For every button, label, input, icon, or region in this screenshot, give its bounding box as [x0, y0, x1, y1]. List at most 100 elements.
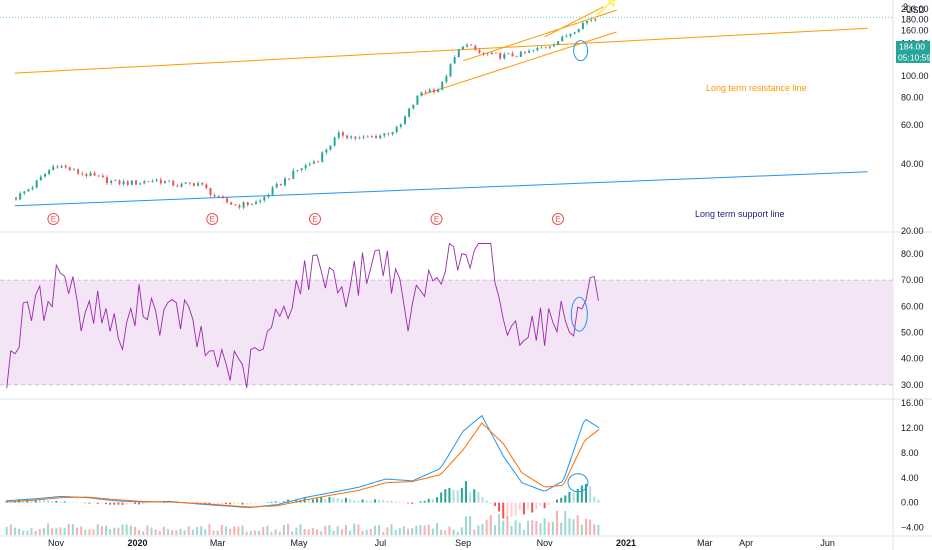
- candle[interactable]: [118, 180, 121, 185]
- candle[interactable]: [581, 22, 584, 30]
- candle[interactable]: [366, 136, 369, 138]
- candle[interactable]: [594, 18, 597, 21]
- candle[interactable]: [192, 183, 195, 186]
- candle[interactable]: [267, 194, 270, 198]
- candle[interactable]: [283, 178, 286, 186]
- candle[interactable]: [85, 174, 88, 177]
- candle[interactable]: [511, 53, 514, 57]
- candle[interactable]: [474, 45, 477, 51]
- candle[interactable]: [519, 51, 522, 57]
- candle[interactable]: [528, 50, 531, 53]
- candle[interactable]: [424, 92, 427, 94]
- candle[interactable]: [412, 104, 415, 109]
- candle[interactable]: [60, 165, 63, 168]
- candle[interactable]: [275, 183, 278, 188]
- candle[interactable]: [432, 89, 435, 93]
- candle[interactable]: [478, 50, 481, 53]
- candle[interactable]: [503, 54, 506, 59]
- candle[interactable]: [221, 196, 224, 199]
- candle[interactable]: [246, 202, 249, 206]
- candle[interactable]: [552, 44, 555, 47]
- macd-pane[interactable]: [5, 414, 600, 535]
- candle[interactable]: [441, 81, 444, 90]
- candle[interactable]: [325, 149, 328, 153]
- candle[interactable]: [482, 52, 485, 54]
- candle[interactable]: [457, 49, 460, 58]
- candle[interactable]: [52, 166, 55, 171]
- candle[interactable]: [590, 20, 593, 22]
- candle[interactable]: [110, 180, 113, 184]
- candle[interactable]: [565, 36, 568, 38]
- candle[interactable]: [490, 52, 493, 55]
- candle[interactable]: [97, 175, 100, 177]
- candle[interactable]: [391, 132, 394, 135]
- candle[interactable]: [143, 181, 146, 184]
- candle[interactable]: [395, 126, 398, 133]
- candle[interactable]: [259, 200, 262, 202]
- candle[interactable]: [205, 184, 208, 189]
- candle[interactable]: [428, 89, 431, 93]
- candle[interactable]: [573, 32, 576, 34]
- candle[interactable]: [358, 137, 361, 139]
- candle[interactable]: [548, 46, 551, 48]
- signal-line[interactable]: [6, 422, 600, 508]
- candle[interactable]: [279, 183, 282, 186]
- candle[interactable]: [234, 204, 237, 206]
- candle[interactable]: [486, 53, 489, 55]
- candle[interactable]: [362, 136, 365, 138]
- candle[interactable]: [329, 145, 332, 150]
- candle[interactable]: [495, 52, 498, 54]
- candle[interactable]: [180, 183, 183, 187]
- candle[interactable]: [399, 124, 402, 127]
- candle[interactable]: [470, 44, 473, 46]
- candle[interactable]: [172, 180, 175, 186]
- candle[interactable]: [27, 189, 30, 192]
- candle[interactable]: [341, 132, 344, 136]
- candle[interactable]: [176, 185, 179, 187]
- candle[interactable]: [226, 198, 229, 203]
- candle[interactable]: [188, 182, 191, 184]
- candle[interactable]: [151, 180, 154, 182]
- candle[interactable]: [350, 136, 353, 138]
- earnings-marker[interactable]: [309, 213, 322, 225]
- candle[interactable]: [300, 168, 303, 171]
- candle[interactable]: [197, 183, 200, 186]
- candle[interactable]: [354, 136, 357, 139]
- candle[interactable]: [507, 53, 510, 55]
- candle[interactable]: [122, 181, 125, 185]
- candle[interactable]: [263, 197, 266, 201]
- candle[interactable]: [48, 170, 51, 175]
- candle[interactable]: [383, 133, 386, 136]
- candle[interactable]: [68, 167, 71, 171]
- candle[interactable]: [114, 180, 117, 182]
- candle[interactable]: [461, 46, 464, 50]
- candle[interactable]: [515, 56, 518, 58]
- candle[interactable]: [209, 188, 212, 196]
- candle[interactable]: [304, 165, 307, 169]
- candle[interactable]: [155, 179, 158, 181]
- candle[interactable]: [201, 183, 204, 185]
- candle[interactable]: [557, 41, 560, 45]
- candle[interactable]: [64, 165, 67, 168]
- candle[interactable]: [213, 195, 216, 197]
- candle[interactable]: [106, 177, 109, 184]
- candle[interactable]: [130, 180, 133, 185]
- candle[interactable]: [445, 76, 448, 82]
- candle[interactable]: [523, 51, 526, 53]
- trendline[interactable]: [14, 27, 868, 74]
- candle[interactable]: [312, 161, 315, 164]
- candle[interactable]: [544, 47, 547, 49]
- candle[interactable]: [577, 29, 580, 33]
- candle[interactable]: [420, 92, 423, 96]
- candle[interactable]: [317, 161, 320, 163]
- candle[interactable]: [403, 116, 406, 125]
- candle[interactable]: [333, 137, 336, 146]
- candle[interactable]: [31, 187, 34, 190]
- candle[interactable]: [292, 170, 295, 179]
- candle[interactable]: [230, 202, 233, 205]
- trendline[interactable]: [14, 171, 868, 207]
- rsi-pane[interactable]: [0, 242, 893, 389]
- candle[interactable]: [437, 89, 440, 93]
- candle[interactable]: [379, 135, 382, 139]
